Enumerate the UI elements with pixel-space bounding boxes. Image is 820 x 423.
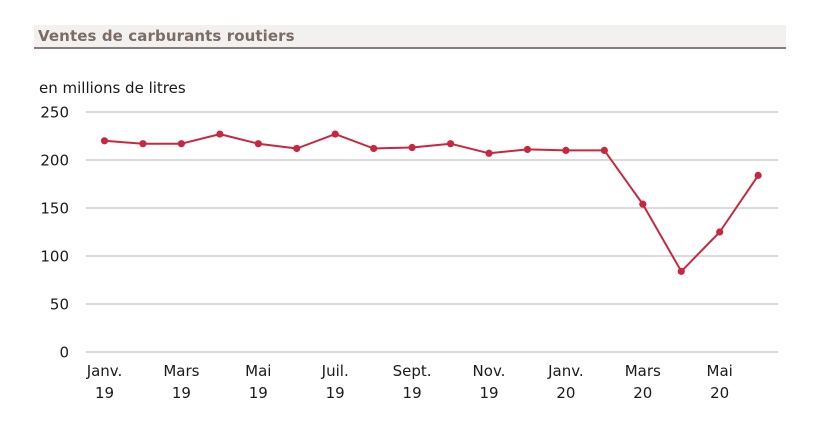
y-tick-label: 200	[40, 152, 69, 170]
data-point	[562, 146, 570, 154]
x-tick-label-month: Mars	[163, 362, 199, 380]
data-point	[331, 130, 339, 138]
x-tick-label-month: Juil.	[321, 362, 349, 380]
x-tick-label-month: Mai	[707, 362, 733, 380]
x-tick-label-year: 19	[249, 384, 268, 402]
data-point	[139, 140, 147, 148]
x-tick-label-year: 20	[710, 384, 729, 402]
data-point	[485, 149, 493, 157]
data-point	[523, 145, 532, 154]
y-axis-ticks: 0 50 100 150 200 250	[40, 104, 69, 362]
data-point	[446, 140, 455, 148]
y-tick-label: 250	[40, 104, 69, 122]
data-point	[600, 146, 608, 154]
x-tick-label-year: 19	[403, 384, 422, 402]
data-point	[677, 267, 685, 275]
x-tick-label-year: 20	[633, 384, 652, 402]
data-point	[639, 200, 647, 208]
x-tick-label-month: Mai	[245, 362, 271, 380]
x-tick-label-year: 19	[326, 384, 345, 402]
chart-title-band: Ventes de carburants routiers	[34, 25, 786, 49]
x-tick-label-month: Sept.	[393, 362, 432, 380]
data-point	[716, 228, 724, 236]
data-point	[216, 130, 224, 138]
x-axis-ticks: Janv. 19 Mars 19 Mai 19 Juil. 19 Sept. 19 Nov. 19 Ja…	[86, 362, 733, 402]
x-tick-label-month: Mars	[625, 362, 661, 380]
y-tick-label: 0	[59, 344, 69, 362]
data-point	[370, 144, 378, 153]
data-series	[100, 130, 762, 275]
x-tick-label-year: 19	[172, 384, 191, 402]
x-tick-label-month: Janv.	[547, 362, 584, 380]
y-tick-label: 50	[50, 296, 69, 314]
x-tick-label-month: Nov.	[473, 362, 506, 380]
data-point	[100, 137, 109, 145]
x-tick-label-year: 19	[479, 384, 498, 402]
gridlines	[86, 111, 778, 353]
y-tick-label: 150	[40, 200, 69, 218]
data-point	[754, 171, 762, 179]
data-point	[408, 143, 416, 152]
x-tick-label-year: 20	[556, 384, 575, 402]
x-tick-label-month: Janv.	[86, 362, 123, 380]
chart-title: Ventes de carburants routiers	[38, 27, 295, 45]
data-point	[293, 144, 301, 153]
y-axis-unit-label: en millions de litres	[39, 79, 186, 97]
x-tick-label-year: 19	[95, 384, 114, 402]
series-line	[104, 133, 760, 273]
data-point	[177, 140, 185, 148]
data-point	[254, 140, 262, 148]
y-tick-label: 100	[40, 248, 69, 266]
